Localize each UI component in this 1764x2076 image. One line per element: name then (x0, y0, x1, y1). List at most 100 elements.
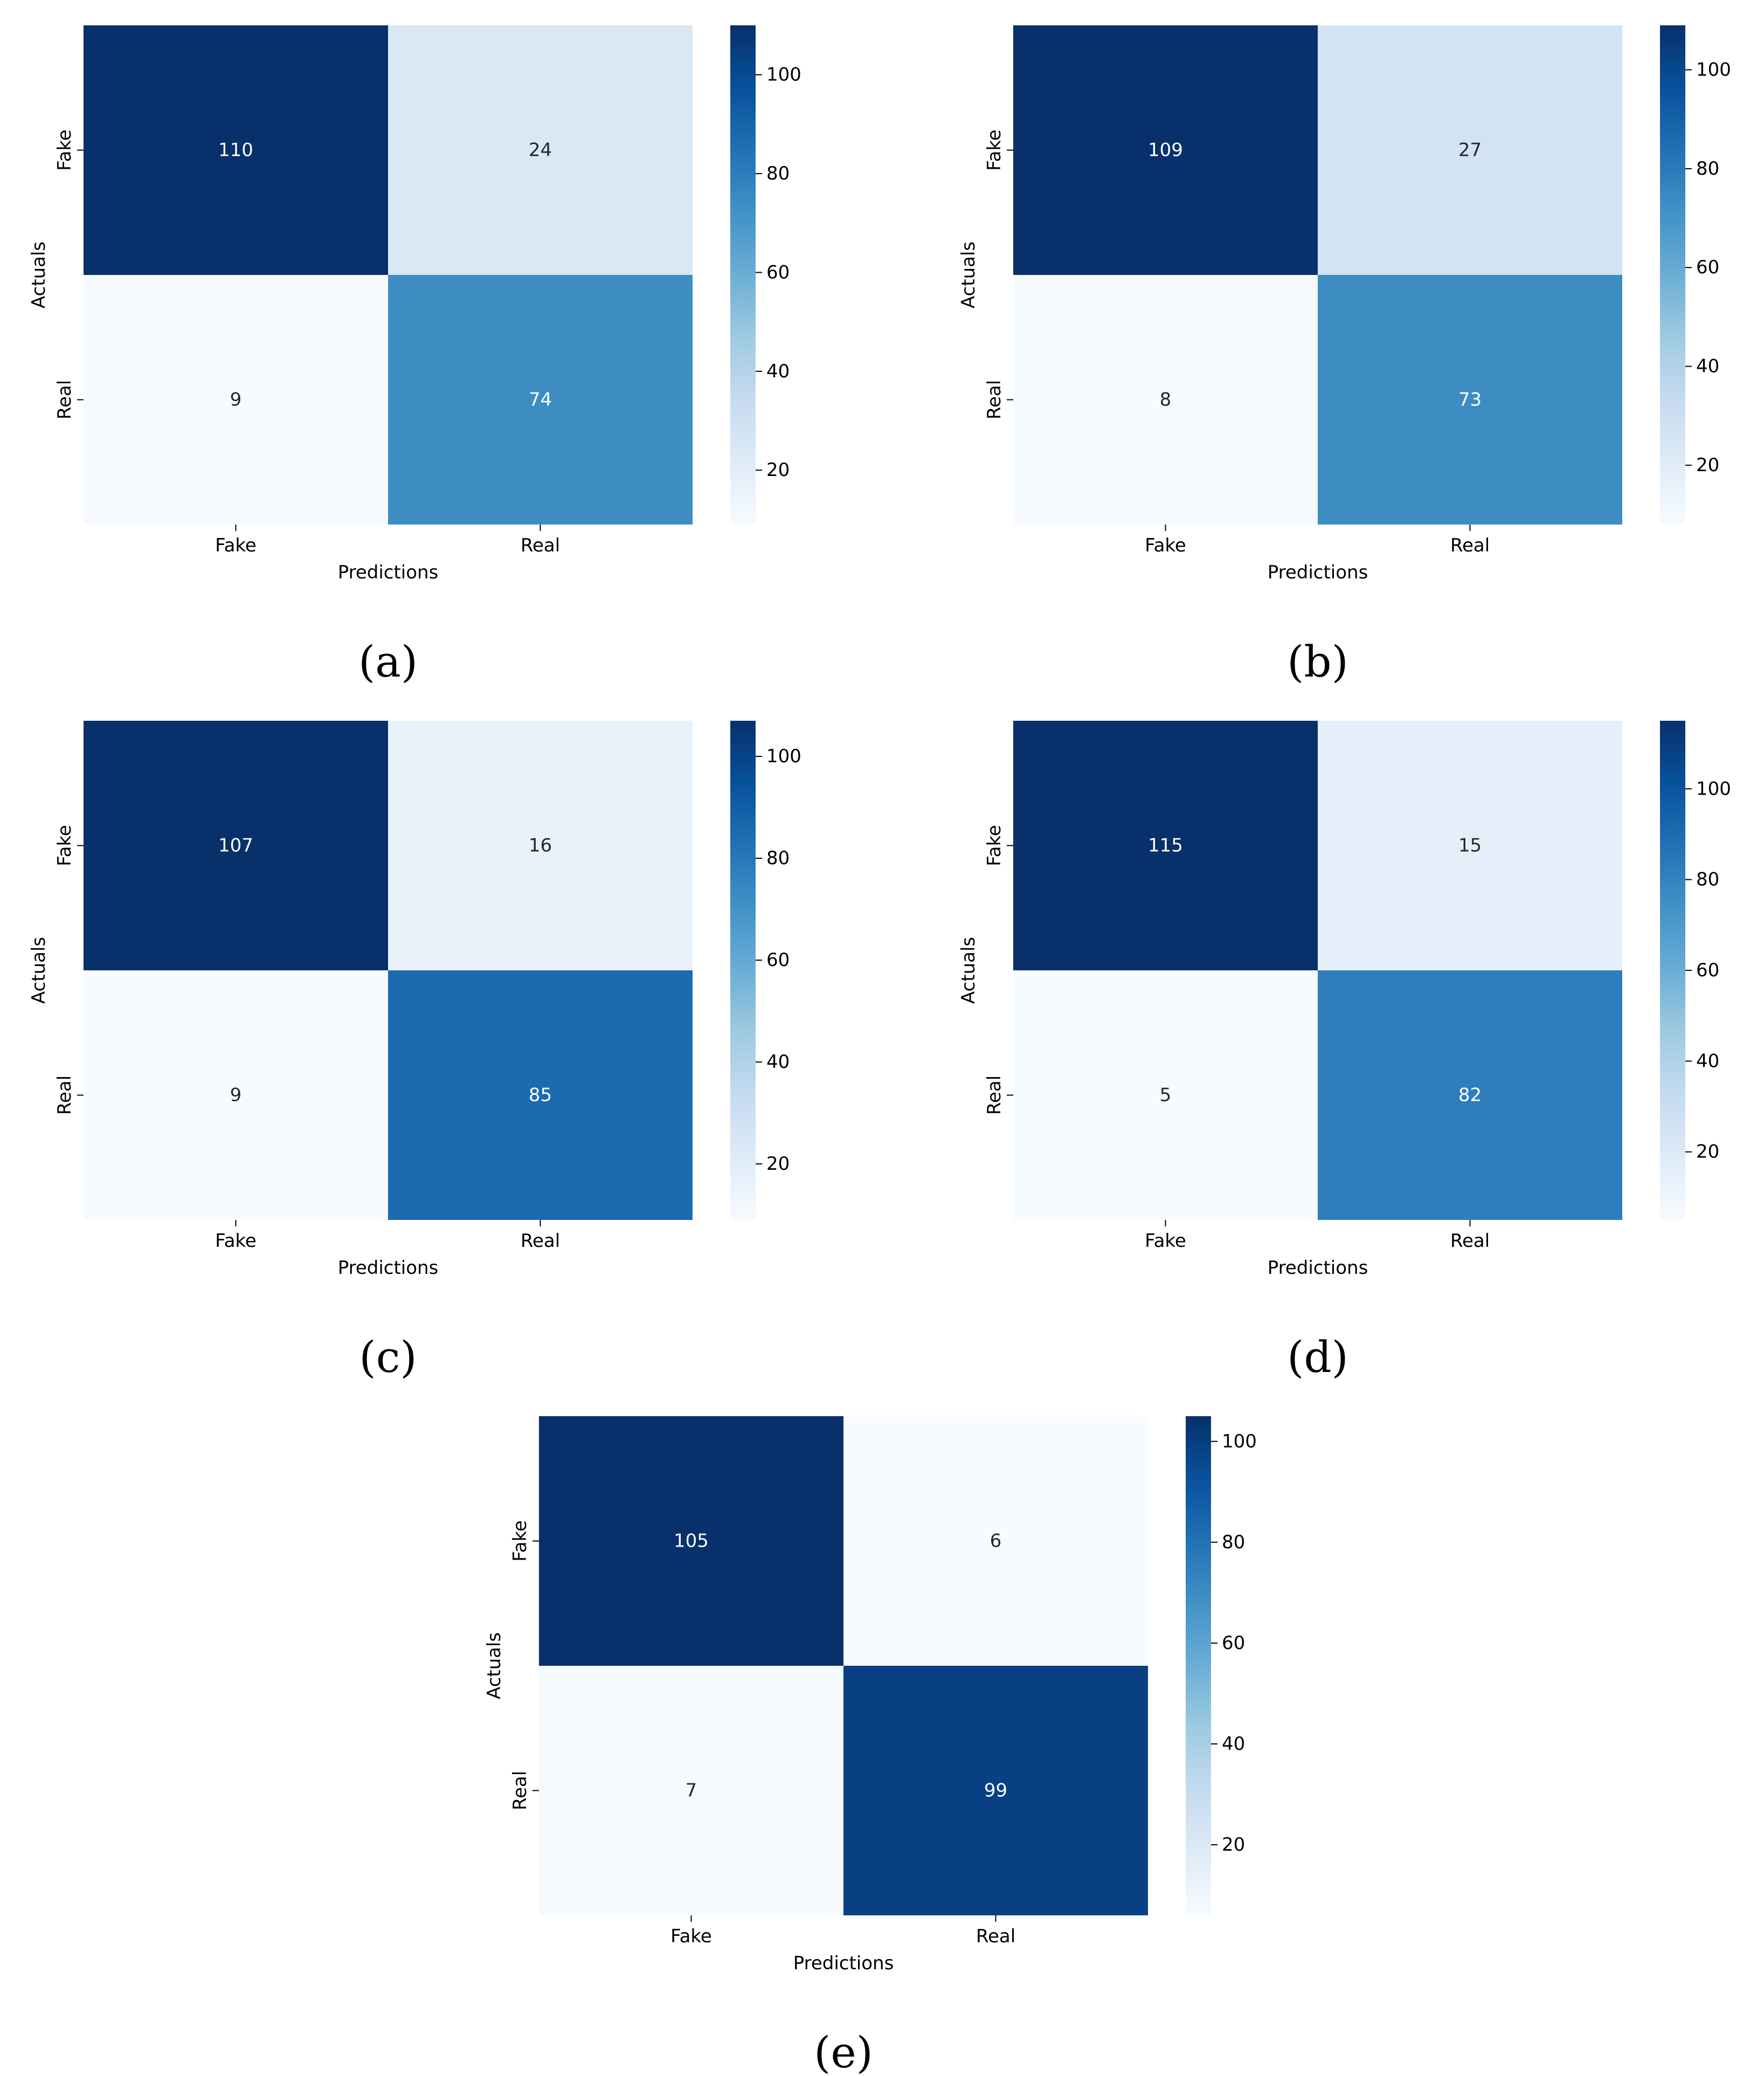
panel-caption: (a) (358, 637, 418, 687)
colorbar-tick-label: 80 (1222, 1532, 1245, 1553)
y-tick-label: Real (54, 1075, 75, 1115)
y-tick-label: Fake (984, 129, 1005, 171)
cell-value-label: 74 (529, 389, 552, 411)
confusion-matrix-panel: 115 15 5 82 Fake Real Fake Real Predictions Actua… (958, 721, 1731, 1382)
cell-value-label: 7 (686, 1780, 697, 1802)
colorbar-tick-label: 100 (766, 746, 801, 767)
heatmap-cell (388, 970, 693, 1220)
colorbar-tick-label: 40 (1696, 1050, 1719, 1072)
colorbar-tick-label: 100 (1696, 59, 1731, 81)
heatmap-cell (388, 275, 693, 525)
cell-value-label: 109 (1148, 140, 1183, 161)
colorbar-tick-label: 60 (766, 949, 790, 971)
colorbar-tick-label: 20 (1222, 1834, 1245, 1856)
heatmap-cell (388, 25, 693, 275)
colorbar-tick-label: 60 (1696, 257, 1719, 278)
heatmap-cell (1013, 275, 1318, 525)
colorbar-tick-label: 60 (1696, 960, 1719, 981)
panel-caption: (d) (1287, 1332, 1348, 1382)
y-tick-label: Fake (984, 825, 1005, 866)
y-axis-label: Actuals (958, 937, 979, 1004)
y-axis-label: Actuals (958, 242, 979, 308)
x-axis-label: Predictions (338, 1257, 439, 1279)
x-tick-label: Real (1450, 535, 1490, 556)
heatmap-cell (84, 275, 388, 525)
colorbar-tick-label: 60 (1222, 1632, 1245, 1654)
cell-value-label: 27 (1458, 140, 1482, 161)
y-axis-label: Actuals (28, 937, 50, 1004)
heatmap-cell (1318, 970, 1622, 1220)
y-tick-label: Real (984, 380, 1005, 419)
y-tick-label: Fake (54, 129, 75, 171)
cell-value-label: 24 (529, 140, 552, 161)
heatmap-cell (1013, 25, 1318, 275)
y-tick-label: Real (509, 1771, 531, 1810)
x-tick-label: Fake (1145, 1230, 1186, 1252)
heatmap-cell (539, 1666, 843, 1915)
heatmap-cell (84, 721, 388, 970)
colorbar-tick-label: 40 (1222, 1733, 1245, 1755)
cell-value-label: 6 (990, 1530, 1002, 1552)
heatmap-cell (388, 721, 693, 970)
x-tick-label: Fake (215, 535, 257, 556)
colorbar-tick-label: 40 (1696, 356, 1719, 377)
cell-value-label: 85 (529, 1085, 552, 1106)
x-axis-label: Predictions (1268, 562, 1368, 583)
colorbar-tick-label: 40 (766, 361, 790, 382)
panel-caption: (e) (814, 2027, 873, 2076)
cell-value-label: 5 (1160, 1085, 1172, 1106)
heatmap-cell (1318, 275, 1622, 525)
colorbar (730, 721, 756, 1220)
cell-value-label: 105 (674, 1530, 709, 1552)
panel-caption: (c) (359, 1332, 417, 1382)
heatmap-cell (539, 1416, 843, 1666)
cell-value-label: 107 (218, 835, 253, 857)
y-axis-label: Actuals (28, 242, 50, 308)
x-axis-label: Predictions (1268, 1257, 1368, 1279)
y-tick-label: Fake (54, 825, 75, 866)
colorbar-tick-label: 100 (1696, 778, 1731, 799)
cell-value-label: 110 (218, 140, 253, 161)
colorbar-tick-label: 100 (766, 64, 801, 86)
x-tick-label: Real (521, 1230, 560, 1252)
colorbar-tick-label: 20 (1696, 1141, 1719, 1163)
colorbar-tick-label: 80 (1696, 869, 1719, 891)
x-tick-label: Fake (215, 1230, 257, 1252)
cell-value-label: 99 (984, 1780, 1007, 1802)
x-tick-label: Real (976, 1926, 1015, 1947)
heatmap-cell (84, 25, 388, 275)
cell-value-label: 82 (1458, 1085, 1482, 1106)
x-axis-label: Predictions (338, 562, 439, 583)
colorbar-tick-label: 20 (766, 459, 790, 481)
y-tick-label: Real (984, 1075, 1005, 1115)
colorbar-tick-label: 20 (766, 1153, 790, 1175)
y-tick-label: Real (54, 380, 75, 419)
heatmap-cell (1318, 721, 1622, 970)
cell-value-label: 8 (1160, 389, 1172, 411)
x-tick-label: Real (1450, 1230, 1490, 1252)
colorbar-tick-label: 80 (1696, 158, 1719, 180)
heatmap-cell (84, 970, 388, 1220)
colorbar-tick-label: 80 (766, 163, 790, 184)
colorbar-tick-label: 20 (1696, 454, 1719, 476)
y-tick-label: Fake (509, 1520, 531, 1562)
colorbar (1186, 1416, 1211, 1915)
confusion-matrix-panel: 107 16 9 85 Fake Real Fake Real Predictions Actua… (28, 721, 801, 1382)
colorbar-tick-label: 40 (766, 1051, 790, 1073)
x-axis-label: Predictions (793, 1953, 894, 1974)
cell-value-label: 9 (230, 1085, 242, 1106)
heatmap-cell (843, 1666, 1148, 1915)
colorbar (1660, 721, 1685, 1220)
cell-value-label: 15 (1458, 835, 1482, 857)
heatmap-cell (843, 1416, 1148, 1666)
heatmap-cell (1318, 25, 1622, 275)
cell-value-label: 9 (230, 389, 242, 411)
x-tick-label: Real (521, 535, 560, 556)
colorbar-tick-label: 60 (766, 261, 790, 283)
confusion-matrix-panel: 110 24 9 74 Fake Real Fake Real Predictions Actua… (28, 25, 801, 687)
confusion-matrix-panel: 105 6 7 99 Fake Real Fake Real Predictions Actual… (483, 1416, 1257, 2076)
confusion-matrix-panel: 109 27 8 73 Fake Real Fake Real Predictions Actua… (958, 25, 1731, 687)
y-axis-label: Actuals (483, 1632, 505, 1699)
panel-caption: (b) (1287, 637, 1348, 687)
